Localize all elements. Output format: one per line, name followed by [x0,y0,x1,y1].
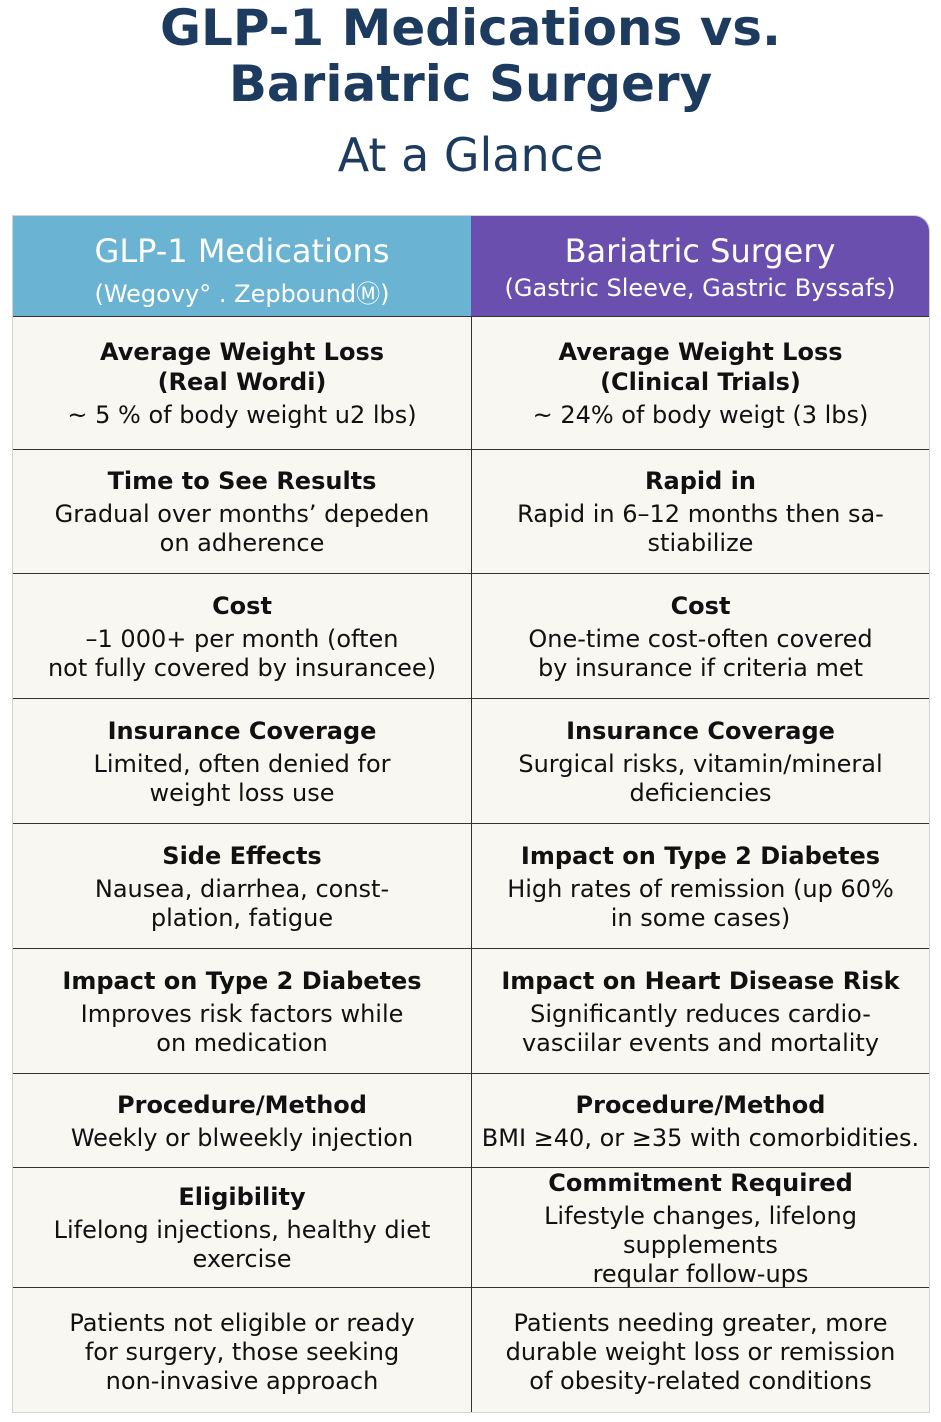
cell-label: Impact on Heart Disease Risk [501,966,900,995]
header-surgery-title: Bariatric Surgery [564,232,836,270]
cell-label: Cost [670,591,731,620]
cell-label: Insurance Coverage [107,716,377,745]
table-row: Eligibility Lifelong injections, healthy … [13,1167,929,1288]
page-title-line2: Bariatric Surgery [228,55,713,113]
right-cell: Impact on Type 2 Diabetes High rates of r… [471,824,929,949]
left-cell: Impact on Type 2 Diabetes Improves risk f… [13,949,471,1074]
cell-value: Gradual over months’ depeden on adherenc… [54,500,430,557]
header-surgery: Bariatric Surgery (Gastric Sleeve, Gastr… [471,216,929,316]
table-row: Impact on Type 2 Diabetes Improves risk f… [13,948,929,1074]
cell-label: Average Weight Loss (Clinical Trials) [558,338,843,396]
header-glp1-subtitle: (Wegovy° . ZepboundⓂ) [94,280,390,308]
table-row: Time to See Results Gradual over months’ … [13,449,929,574]
cell-label: Impact on Type 2 Diabetes [62,966,422,995]
left-cell: Time to See Results Gradual over months’ … [13,450,471,574]
cell-label: Commitment Required [548,1168,853,1197]
cell-value: Nausea, diarrhea, const- plation, fatigu… [94,874,390,932]
left-cell: Average Weight Loss (Real Wordi) ~ 5 % of… [13,317,471,450]
header-glp1-title: GLP-1 Medications [94,232,390,270]
cell-label: Rapid in [645,467,756,495]
right-cell: Patients needing greater, more durable w… [471,1288,929,1412]
cell-value: One-time cost-often covered by insurance… [528,624,873,682]
page-title-line1: GLP-1 Medications vs. [159,0,782,57]
table-row: Procedure/Method Weekly or blweekly injec… [13,1073,929,1168]
right-cell: Rapid in Rapid in 6–12 months then sa- st… [471,450,929,574]
table-row: Insurance Coverage Limited, often denied … [13,698,929,824]
cell-value: Weekly or blweekly injection [70,1123,414,1152]
right-cell: Insurance Coverage Surgical risks, vitami… [471,699,929,824]
cell-label: Insurance Coverage [566,716,835,745]
cell-label: Eligibility [178,1183,306,1211]
cell-value: Patients not eligible or ready for surge… [69,1309,415,1395]
right-cell: Impact on Heart Disease Risk Significantl… [471,949,929,1074]
cell-value: ~ 24% of body weigt (3 lbs) [532,401,869,429]
cell-label: Procedure/Method [117,1090,367,1119]
left-cell: Procedure/Method Weekly or blweekly injec… [13,1074,471,1168]
cell-value: High rates of remission (up 60% in some … [507,874,894,932]
cell-value: Lifestyle changes, lifelong supplements … [544,1201,857,1288]
header-surgery-subtitle: (Gastric Sleeve, Gastric Byssafs) [504,274,896,302]
table-row: Patients not eligible or ready for surge… [13,1287,929,1412]
cell-value: –1 000+ per month (often not fully cover… [47,624,437,682]
cell-value: Surgical risks, vitamin/mineral deficien… [518,749,883,807]
cell-label: Time to See Results [107,467,377,495]
left-cell: Eligibility Lifelong injections, healthy … [13,1168,471,1288]
right-cell: Average Weight Loss (Clinical Trials) ~ 2… [471,317,929,450]
right-cell: Cost One-time cost-often covered by insur… [471,574,929,699]
cell-value: ~ 5 % of body weight u2 lbs) [67,401,417,429]
table-row: Cost –1 000+ per month (often not fully c… [13,573,929,699]
cell-label: Impact on Type 2 Diabetes [520,841,881,870]
left-cell: Side Effects Nausea, diarrhea, const- pla… [13,824,471,949]
cell-label: Average Weight Loss (Real Wordi) [99,338,385,396]
cell-value: Rapid in 6–12 months then sa- stiabilize [517,500,884,557]
cell-value: Limited, often denied for weight loss us… [93,749,391,807]
table-row: Average Weight Loss (Real Wordi) ~ 5 % of… [13,316,929,450]
cell-value: Patients needing greater, more durable w… [505,1309,896,1395]
table-row: Side Effects Nausea, diarrhea, const- pla… [13,823,929,949]
cell-label: Cost [212,591,272,620]
cell-label: Side Effects [162,841,322,870]
cell-value: Significantly reduces cardio- vasciilar … [521,999,880,1057]
page-subtitle: At a Glance [337,128,604,182]
left-cell: Cost –1 000+ per month (often not fully c… [13,574,471,699]
header-glp1: GLP-1 Medications (Wegovy° . ZepboundⓂ) [13,216,471,316]
right-cell: Commitment Required Lifestyle changes, li… [471,1168,929,1288]
cell-value: Lifelong injections, healthy diet exerci… [53,1216,431,1273]
cell-value: Improves risk factors while on medicatio… [80,999,404,1057]
right-cell: Procedure/Method BMI ≥40, or ≥35 with com… [471,1074,929,1168]
comparison-table: GLP-1 Medications (Wegovy° . ZepboundⓂ) … [12,215,930,1413]
left-cell: Patients not eligible or ready for surge… [13,1288,471,1412]
cell-value: BMI ≥40, or ≥35 with comorbidities. [481,1123,920,1152]
left-cell: Insurance Coverage Limited, often denied … [13,699,471,824]
cell-label: Procedure/Method [575,1090,826,1119]
